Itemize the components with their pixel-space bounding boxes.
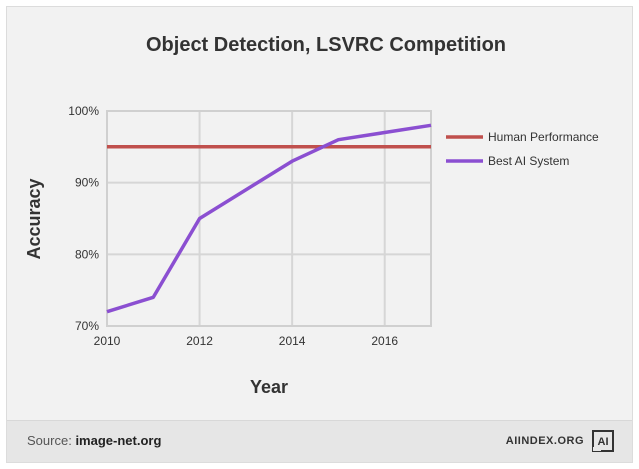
y-tick-label: 90%: [75, 176, 99, 190]
brand-text[interactable]: AIINDEX.ORG: [505, 435, 584, 447]
y-tick-labels: 70% 80% 90% 100%: [68, 104, 99, 333]
x-tick-labels: 2010 2012 2014 2016: [94, 334, 399, 348]
legend-label-1: Human Performance: [488, 130, 599, 144]
y-tick-label: 70%: [75, 319, 99, 333]
series-lines: [106, 123, 432, 314]
logo-text: AI: [598, 436, 609, 448]
y-tick-label: 80%: [75, 247, 99, 261]
source-link[interactable]: image-net.org: [75, 433, 162, 448]
legend-label-2: Best AI System: [488, 154, 569, 168]
ai-index-logo-icon: AI: [592, 430, 614, 452]
x-tick-label: 2012: [186, 334, 213, 348]
source-note: Source: image-net.org: [27, 433, 161, 448]
x-tick-label: 2016: [371, 334, 398, 348]
x-axis-label: Year: [250, 377, 288, 397]
series-line-2: [106, 123, 432, 314]
y-axis-label: Accuracy: [24, 178, 44, 259]
chart-svg: Object Detection, LSVRC Competition 70% 8…: [24, 34, 599, 397]
source-label: Source:: [27, 433, 72, 448]
x-tick-label: 2014: [279, 334, 306, 348]
footer: Source: image-net.org AIINDEX.ORG AI: [7, 420, 632, 462]
plot-frame: [106, 110, 432, 327]
legend: Human Performance Best AI System: [446, 130, 599, 168]
chart-title: Object Detection, LSVRC Competition: [146, 34, 506, 56]
x-tick-label: 2010: [94, 334, 121, 348]
brand: AIINDEX.ORG AI: [506, 430, 614, 452]
y-tick-label: 100%: [68, 104, 99, 118]
chart-card: Object Detection, LSVRC Competition 70% 8…: [6, 6, 633, 463]
